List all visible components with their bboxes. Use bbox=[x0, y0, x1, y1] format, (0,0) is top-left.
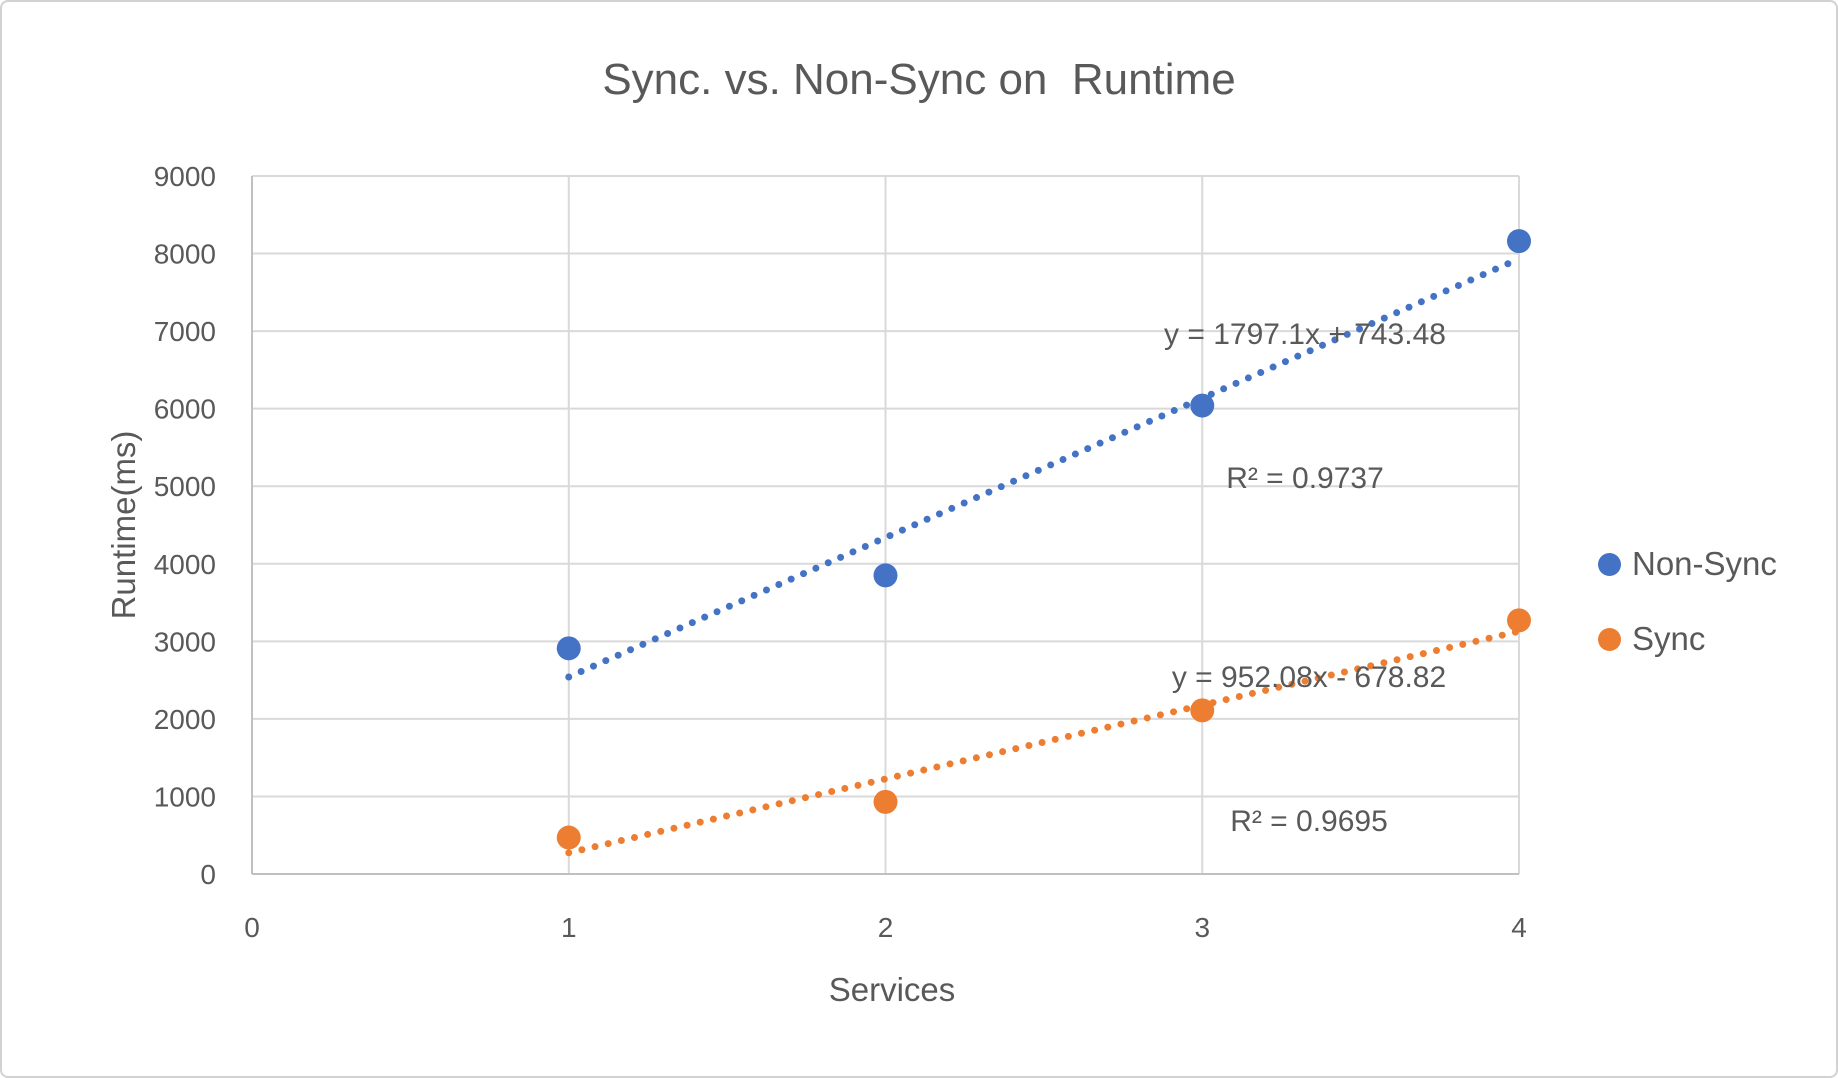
legend-label-non-sync: Non-Sync bbox=[1632, 545, 1777, 582]
x-axis-title: Services bbox=[828, 971, 956, 1008]
trendline-r-squared: R² = 0.9695 bbox=[1230, 805, 1388, 838]
data-point-non-sync[interactable] bbox=[873, 563, 898, 588]
data-point-non-sync[interactable] bbox=[1507, 229, 1531, 254]
trendline-sync bbox=[565, 627, 1523, 857]
y-tick-label: 4000 bbox=[154, 549, 216, 580]
trendline-non-sync bbox=[565, 255, 1523, 681]
y-tick-label: 1000 bbox=[154, 781, 216, 812]
y-tick-label: 0 bbox=[200, 859, 216, 890]
legend-item-non-sync[interactable]: Non-Sync bbox=[1598, 545, 1777, 582]
legend-marker-non-sync-icon bbox=[1598, 552, 1621, 576]
trendline-equation: y = 952.08x - 678.82 bbox=[1171, 661, 1447, 694]
data-point-non-sync[interactable] bbox=[1190, 393, 1215, 418]
legend-item-sync[interactable]: Sync bbox=[1598, 620, 1777, 657]
x-tick-label: 2 bbox=[878, 912, 894, 943]
y-tick-label: 6000 bbox=[154, 394, 216, 425]
trendline-r-squared: R² = 0.9737 bbox=[1226, 462, 1384, 495]
data-point-sync[interactable] bbox=[873, 789, 898, 814]
trendline-label-non-sync: y = 1797.1x + 743.48 R² = 0.9737 bbox=[1164, 215, 1446, 599]
legend: Non-Sync Sync bbox=[1598, 545, 1777, 697]
trendline-label-sync: y = 952.08x - 678.82 R² = 0.9695 bbox=[1172, 558, 1446, 942]
y-axis-title: Runtime(ms) bbox=[105, 430, 142, 620]
x-tick-label: 4 bbox=[1511, 912, 1527, 943]
data-point-non-sync[interactable] bbox=[556, 636, 581, 661]
y-tick-label: 5000 bbox=[154, 471, 216, 502]
trendline-equation: y = 1797.1x + 743.48 bbox=[1164, 318, 1446, 351]
y-tick-label: 8000 bbox=[154, 239, 216, 270]
x-tick-label: 1 bbox=[561, 912, 577, 943]
data-point-sync[interactable] bbox=[556, 825, 581, 850]
x-tick-label: 0 bbox=[244, 912, 260, 943]
y-tick-label: 3000 bbox=[154, 626, 216, 657]
y-tick-label: 2000 bbox=[154, 704, 216, 735]
data-point-sync[interactable] bbox=[1507, 608, 1531, 633]
legend-label-sync: Sync bbox=[1632, 620, 1706, 657]
x-tick-label: 3 bbox=[1194, 912, 1210, 943]
y-tick-label: 7000 bbox=[154, 316, 216, 347]
y-tick-label: 9000 bbox=[154, 161, 216, 192]
data-point-sync[interactable] bbox=[1190, 698, 1215, 723]
legend-marker-sync-icon bbox=[1598, 627, 1621, 651]
chart-title: Sync. vs. Non-Sync on Runtime bbox=[602, 55, 1236, 104]
